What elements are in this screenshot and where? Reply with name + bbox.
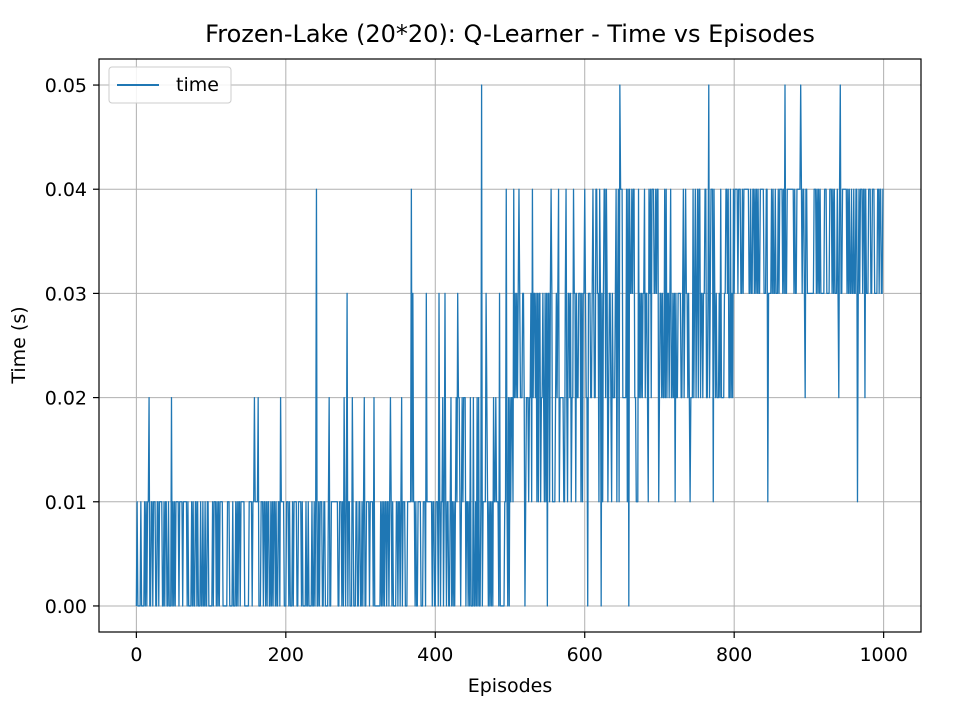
axes-frame xyxy=(98,58,922,633)
series-line-time xyxy=(135,84,884,607)
y-tick-label: 0.04 xyxy=(45,179,87,201)
ticks: 0 200 400 600 800 1000 0.00 0.01 0.02 0.03 0.04 0.0… xyxy=(45,75,908,666)
legend-label-time: time xyxy=(176,74,219,96)
plot-area xyxy=(135,84,884,607)
y-tick-label: 0.02 xyxy=(45,388,87,410)
x-tick-label: 0 xyxy=(130,644,142,666)
x-tick-label: 800 xyxy=(716,644,752,666)
y-tick-label: 0.05 xyxy=(45,75,87,97)
x-tick-label: 1000 xyxy=(859,644,907,666)
legend: time xyxy=(108,66,232,104)
y-tick-label: 0.03 xyxy=(45,283,87,305)
x-tick-label: 400 xyxy=(417,644,453,666)
x-tick-label: 200 xyxy=(268,644,304,666)
y-tick-label: 0.01 xyxy=(45,492,87,514)
y-tick-label: 0.00 xyxy=(45,596,87,618)
x-axis-label: Episodes xyxy=(468,675,553,697)
x-tick-label: 600 xyxy=(567,644,603,666)
legend-box xyxy=(108,66,232,104)
y-axis-label: Time (s) xyxy=(8,306,30,384)
chart-title: Frozen-Lake (20*20): Q-Learner - Time vs… xyxy=(205,20,815,48)
